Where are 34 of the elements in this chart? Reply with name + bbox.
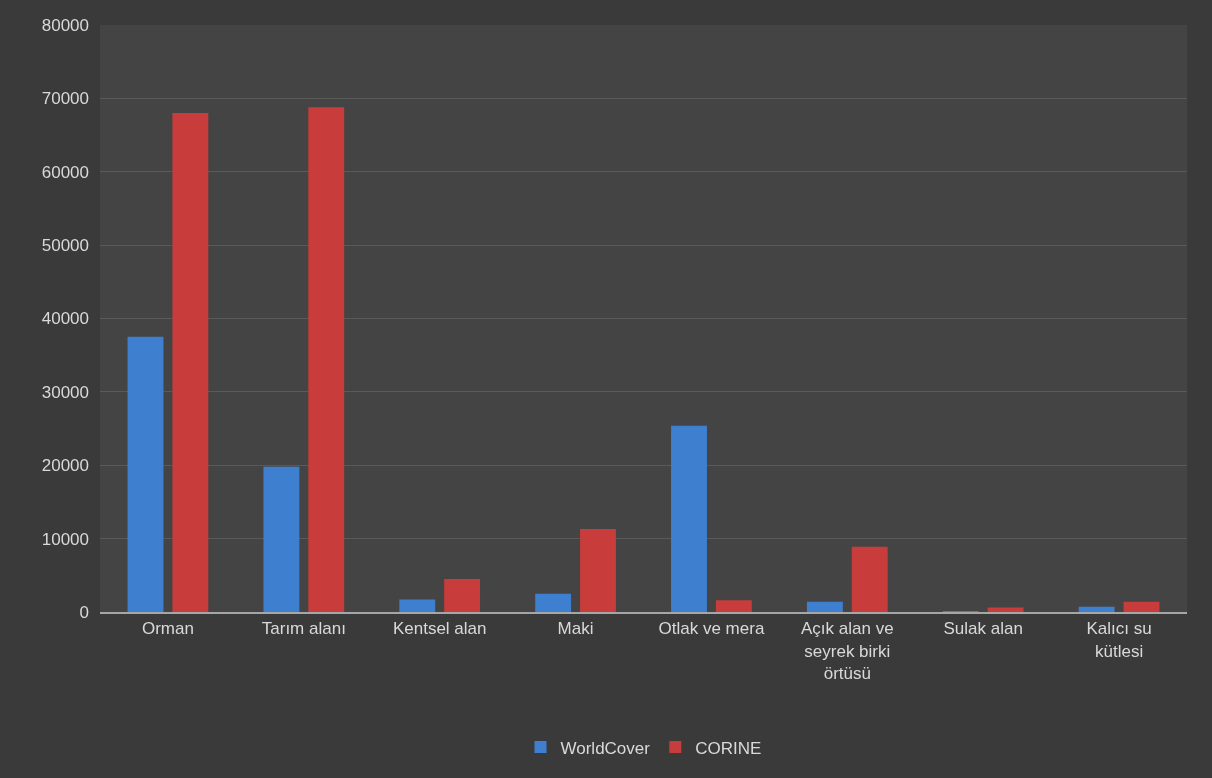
- x-tick-label: Sulak alan: [943, 619, 1023, 639]
- bar: [715, 600, 752, 612]
- bar: [671, 425, 707, 612]
- y-tick-label: 50000: [41, 236, 89, 256]
- y-tick-label: 80000: [41, 15, 89, 35]
- y-tick-label: 20000: [41, 456, 89, 476]
- x-tick-label: Orman: [141, 619, 194, 639]
- bar: [263, 466, 300, 612]
- y-tick-label: 30000: [41, 382, 89, 402]
- bar: [444, 578, 481, 612]
- y-tick-label: 10000: [41, 529, 89, 549]
- y-tick-label: 40000: [41, 309, 89, 329]
- bar: [987, 607, 1024, 612]
- bar: [172, 113, 209, 612]
- bar: [308, 107, 345, 612]
- x-tick-label: Tarım alanı: [261, 619, 346, 639]
- y-tick-label: 60000: [41, 162, 89, 182]
- y-tick-label: 70000: [41, 89, 89, 109]
- legend-label: WorldCover: [560, 738, 651, 758]
- bar: [127, 336, 164, 612]
- x-tick-label: Kalıcı su kütlesi: [1086, 619, 1152, 661]
- bar: [1078, 606, 1115, 612]
- bar: [1123, 601, 1160, 612]
- bar: [851, 546, 888, 612]
- bar: [535, 593, 572, 612]
- y-tick-label: 0: [79, 602, 89, 622]
- legend-label: CORINE: [695, 738, 762, 758]
- x-tick-label: Açık alan ve seyrek birki örtüsü: [801, 619, 894, 683]
- x-tick-label: Kentsel alan: [392, 619, 487, 639]
- bar: [806, 601, 843, 612]
- x-tick-label: Maki: [557, 619, 594, 639]
- bar: [580, 529, 616, 612]
- bar: [399, 599, 436, 612]
- x-tick-label: Otlak ve mera: [658, 619, 765, 639]
